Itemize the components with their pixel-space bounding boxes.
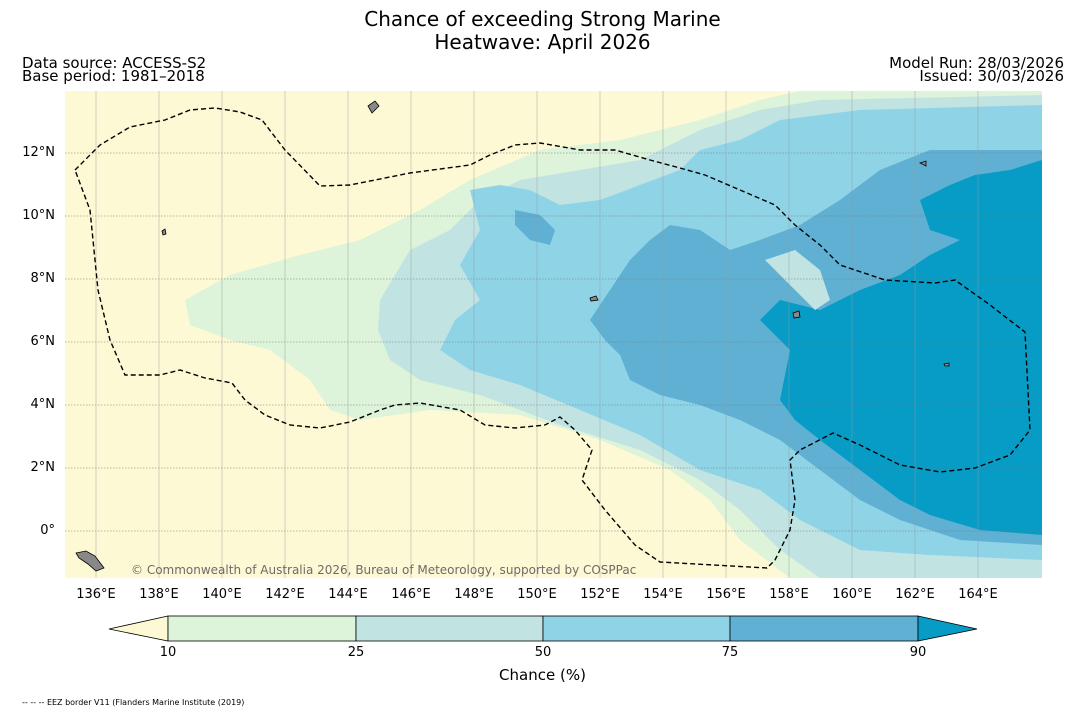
islands <box>75 100 950 572</box>
region-inlet <box>765 250 830 310</box>
longitude-label: 156°E <box>706 587 746 602</box>
region-75-90-patch <box>515 210 555 245</box>
island-yap <box>161 228 167 236</box>
longitude-label: 164°E <box>958 587 998 602</box>
longitude-label: 162°E <box>895 587 935 602</box>
colorbar <box>108 615 978 642</box>
longitude-label: 146°E <box>391 587 431 602</box>
base-period-label: Base period: 1981–2018 <box>22 67 205 85</box>
colorbar-below-10 <box>108 615 169 642</box>
latitude-label: 2°N <box>30 460 56 475</box>
longitude-label: 136°E <box>76 587 116 602</box>
data-source-label: Data source: ACCESS-S2 <box>22 54 207 72</box>
latitude-label: 6°N <box>30 334 56 349</box>
graticule <box>65 152 1042 532</box>
longitude-label: 144°E <box>328 587 368 602</box>
longitude-label: 150°E <box>517 587 557 602</box>
longitude-label: 148°E <box>454 587 494 602</box>
island-pohnpei <box>792 310 801 319</box>
issued-label: Issued: 30/03/2026 <box>919 67 1064 85</box>
colorbar-75-90 <box>729 615 919 642</box>
colorbar-tick-label: 25 <box>347 645 365 660</box>
region-above-90 <box>760 205 1042 535</box>
colorbar-label: Chance (%) <box>499 666 586 684</box>
colorbar-25-50 <box>355 615 544 642</box>
colorbar-10-25 <box>167 615 357 642</box>
island-guam-rota <box>367 100 380 114</box>
island-kosrae <box>943 362 950 367</box>
colorbar-above-90 <box>917 615 978 642</box>
model-run-label: Model Run: 28/03/2026 <box>889 54 1064 72</box>
latitude-label: 12°N <box>22 145 55 160</box>
latitude-label: 10°N <box>22 208 55 223</box>
colorbar-tick-label: 90 <box>909 645 927 660</box>
latitude-label: 8°N <box>30 271 56 286</box>
longitude-label: 154°E <box>643 587 683 602</box>
colorbar-tick-label: 75 <box>721 645 739 660</box>
colorbar-50-75 <box>542 615 731 642</box>
map-title-line-1: Chance of exceeding Strong Marine <box>364 7 721 31</box>
island-palau <box>75 550 105 572</box>
island-enewetak <box>918 160 927 167</box>
region-above-90-north <box>920 160 1042 240</box>
meridians <box>95 91 979 578</box>
latitude-label: 4°N <box>30 397 56 412</box>
latitude-label: 0° <box>40 523 55 538</box>
island-chuuk <box>589 295 599 302</box>
colorbar-tick-label: 50 <box>534 645 552 660</box>
longitude-label: 140°E <box>202 587 242 602</box>
map-title-line-2: Heatwave: April 2026 <box>434 30 651 54</box>
longitude-label: 142°E <box>265 587 305 602</box>
longitude-label: 158°E <box>769 587 809 602</box>
longitude-label: 160°E <box>832 587 872 602</box>
eez-footnote: -- -- -- EEZ border V11 (Flanders Marine… <box>22 698 245 707</box>
longitude-label: 138°E <box>139 587 179 602</box>
longitude-label: 152°E <box>580 587 620 602</box>
copyright-notice: © Commonwealth of Australia 2026, Bureau… <box>131 563 637 577</box>
colorbar-tick-label: 10 <box>159 645 177 660</box>
